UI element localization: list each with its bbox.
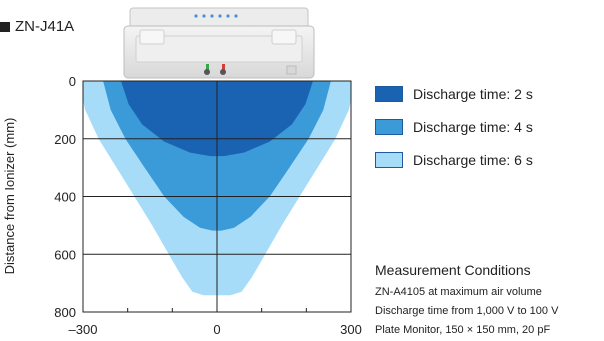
condition-line: ZN-A4105 at maximum air volume [375,286,542,298]
ticks [127,308,307,312]
model-name: ZN-J41A [15,18,75,35]
tick-labels: 0 200 400 600 800 –300 0 300 [54,74,362,337]
model-label: ZN-J41A [0,18,74,35]
legend: Discharge time: 2 s Discharge time: 4 s … [375,84,533,183]
x-tick-label: 300 [340,322,362,337]
legend-label-2s: Discharge time: 2 s [413,86,533,102]
legend-label-4s: Discharge time: 4 s [413,119,533,135]
y-tick-label: 400 [54,190,76,205]
y-tick-label: 800 [54,305,76,320]
y-tick-label: 600 [54,247,76,262]
legend-item-2s: Discharge time: 2 s [375,84,533,104]
condition-line: Discharge time from 1,000 V to 100 V [375,305,559,317]
y-tick-label: 0 [69,74,76,89]
square-bullet-icon [0,21,10,32]
legend-label-6s: Discharge time: 6 s [413,152,533,168]
conditions-heading: Measurement Conditions [375,262,531,278]
x-tick-label: 0 [213,322,220,337]
legend-swatch-2s [375,86,403,102]
ionizer-device-icon [123,7,315,79]
legend-swatch-6s [375,152,403,168]
legend-item-4s: Discharge time: 4 s [375,117,533,137]
legend-swatch-4s [375,119,403,135]
x-tick-label: –300 [69,322,98,337]
condition-line: Plate Monitor, 150 × 150 mm, 20 pF [375,324,551,336]
measurement-conditions: Measurement Conditions ZN-A4105 at maxim… [375,262,558,340]
indicator-leds [194,14,238,18]
y-axis-label: Distance from Ionizer (mm) [2,118,17,275]
legend-item-6s: Discharge time: 6 s [375,150,533,170]
y-tick-label: 200 [54,132,76,147]
